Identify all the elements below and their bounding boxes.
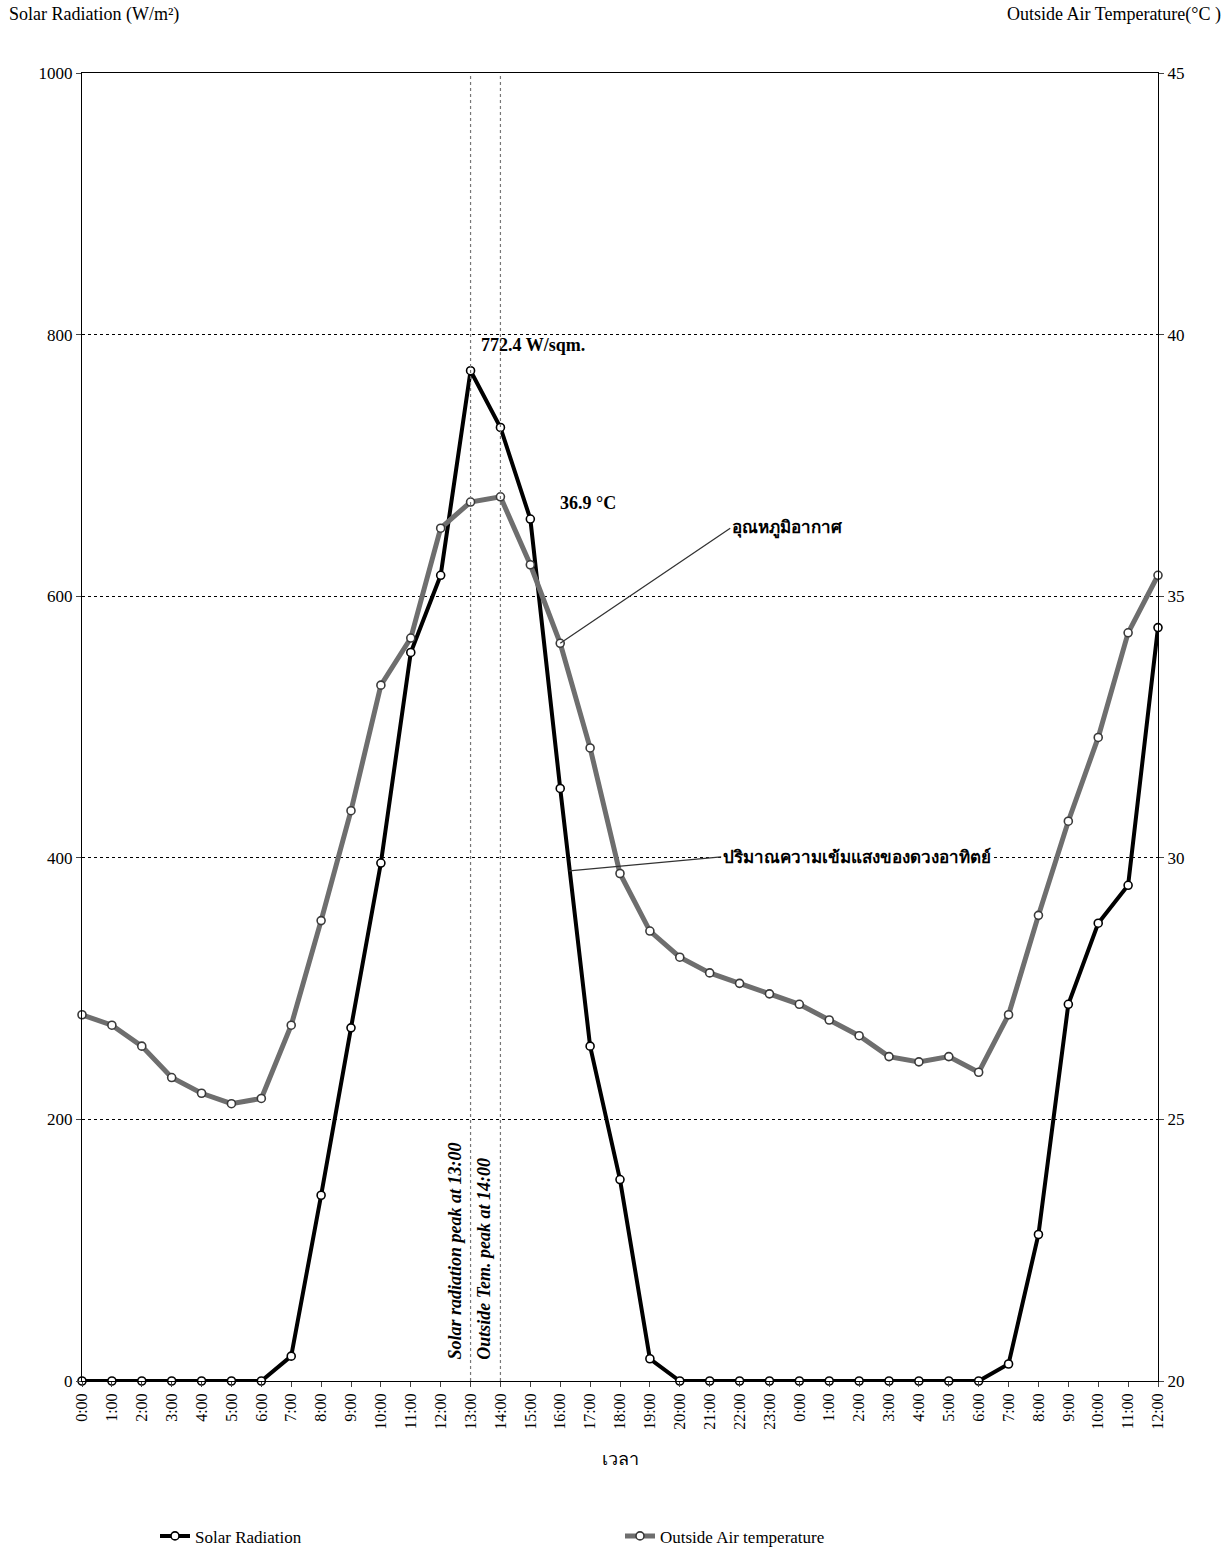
svg-text:16:00: 16:00 <box>551 1393 568 1429</box>
svg-text:800: 800 <box>47 326 73 345</box>
svg-text:12:00: 12:00 <box>1149 1393 1166 1429</box>
svg-text:8:00: 8:00 <box>312 1393 329 1421</box>
svg-text:14:00: 14:00 <box>492 1393 509 1429</box>
svg-text:35: 35 <box>1167 587 1184 606</box>
svg-text:6:00: 6:00 <box>970 1393 987 1421</box>
svg-text:8:00: 8:00 <box>1030 1393 1047 1421</box>
svg-text:Solar radiation peak at 13:00: Solar radiation peak at 13:00 <box>445 1142 465 1359</box>
svg-text:400: 400 <box>47 849 73 868</box>
svg-text:12:00: 12:00 <box>432 1393 449 1429</box>
svg-text:1:00: 1:00 <box>103 1393 120 1421</box>
svg-text:20:00: 20:00 <box>671 1393 688 1429</box>
svg-text:1:00: 1:00 <box>820 1393 837 1421</box>
svg-text:5:00: 5:00 <box>940 1393 957 1421</box>
svg-text:Solar Radiation (W/m²): Solar Radiation (W/m²) <box>9 4 179 25</box>
svg-text:200: 200 <box>47 1110 73 1129</box>
svg-text:600: 600 <box>47 587 73 606</box>
svg-text:21:00: 21:00 <box>701 1393 718 1429</box>
svg-text:2:00: 2:00 <box>850 1393 867 1421</box>
svg-text:ปริมาณความเข้มแสงของดวงอาทิตย์: ปริมาณความเข้มแสงของดวงอาทิตย์ <box>723 847 991 867</box>
svg-text:9:00: 9:00 <box>342 1393 359 1421</box>
svg-text:2:00: 2:00 <box>133 1393 150 1421</box>
svg-text:19:00: 19:00 <box>641 1393 658 1429</box>
svg-text:เวลา: เวลา <box>602 1448 639 1469</box>
svg-text:23:00: 23:00 <box>761 1393 778 1429</box>
svg-text:0:00: 0:00 <box>73 1393 90 1421</box>
svg-text:3:00: 3:00 <box>163 1393 180 1421</box>
svg-text:0: 0 <box>64 1372 73 1391</box>
svg-text:45: 45 <box>1167 64 1184 83</box>
svg-text:36.9 °C: 36.9 °C <box>560 493 616 513</box>
svg-text:Outside Tem. peak at 14:00: Outside Tem. peak at 14:00 <box>474 1158 494 1360</box>
svg-text:10:00: 10:00 <box>372 1393 389 1429</box>
svg-text:3:00: 3:00 <box>880 1393 897 1421</box>
svg-text:11:00: 11:00 <box>1119 1393 1136 1429</box>
svg-text:40: 40 <box>1167 326 1184 345</box>
svg-text:9:00: 9:00 <box>1060 1393 1077 1421</box>
svg-text:Outside Air temperature: Outside Air temperature <box>660 1528 824 1547</box>
svg-text:0:00: 0:00 <box>791 1393 808 1421</box>
svg-text:772.4 W/sqm.: 772.4 W/sqm. <box>481 335 585 355</box>
svg-text:18:00: 18:00 <box>611 1393 628 1429</box>
svg-text:22:00: 22:00 <box>731 1393 748 1429</box>
svg-text:7:00: 7:00 <box>282 1393 299 1421</box>
svg-text:1000: 1000 <box>39 64 73 83</box>
svg-text:อุณหภูมิอากาศ: อุณหภูมิอากาศ <box>732 517 843 539</box>
svg-text:11:00: 11:00 <box>402 1393 419 1429</box>
svg-text:4:00: 4:00 <box>193 1393 210 1421</box>
svg-text:20: 20 <box>1167 1372 1184 1391</box>
svg-text:25: 25 <box>1167 1110 1184 1129</box>
svg-text:30: 30 <box>1167 849 1184 868</box>
svg-text:6:00: 6:00 <box>253 1393 270 1421</box>
svg-text:5:00: 5:00 <box>223 1393 240 1421</box>
svg-text:17:00: 17:00 <box>581 1393 598 1429</box>
svg-text:4:00: 4:00 <box>910 1393 927 1421</box>
svg-text:13:00: 13:00 <box>462 1393 479 1429</box>
svg-text:15:00: 15:00 <box>522 1393 539 1429</box>
svg-text:Outside Air Temperature(°C ): Outside Air Temperature(°C ) <box>1007 4 1221 25</box>
svg-text:10:00: 10:00 <box>1089 1393 1106 1429</box>
svg-text:Solar Radiation: Solar Radiation <box>195 1528 302 1547</box>
svg-text:7:00: 7:00 <box>1000 1393 1017 1421</box>
